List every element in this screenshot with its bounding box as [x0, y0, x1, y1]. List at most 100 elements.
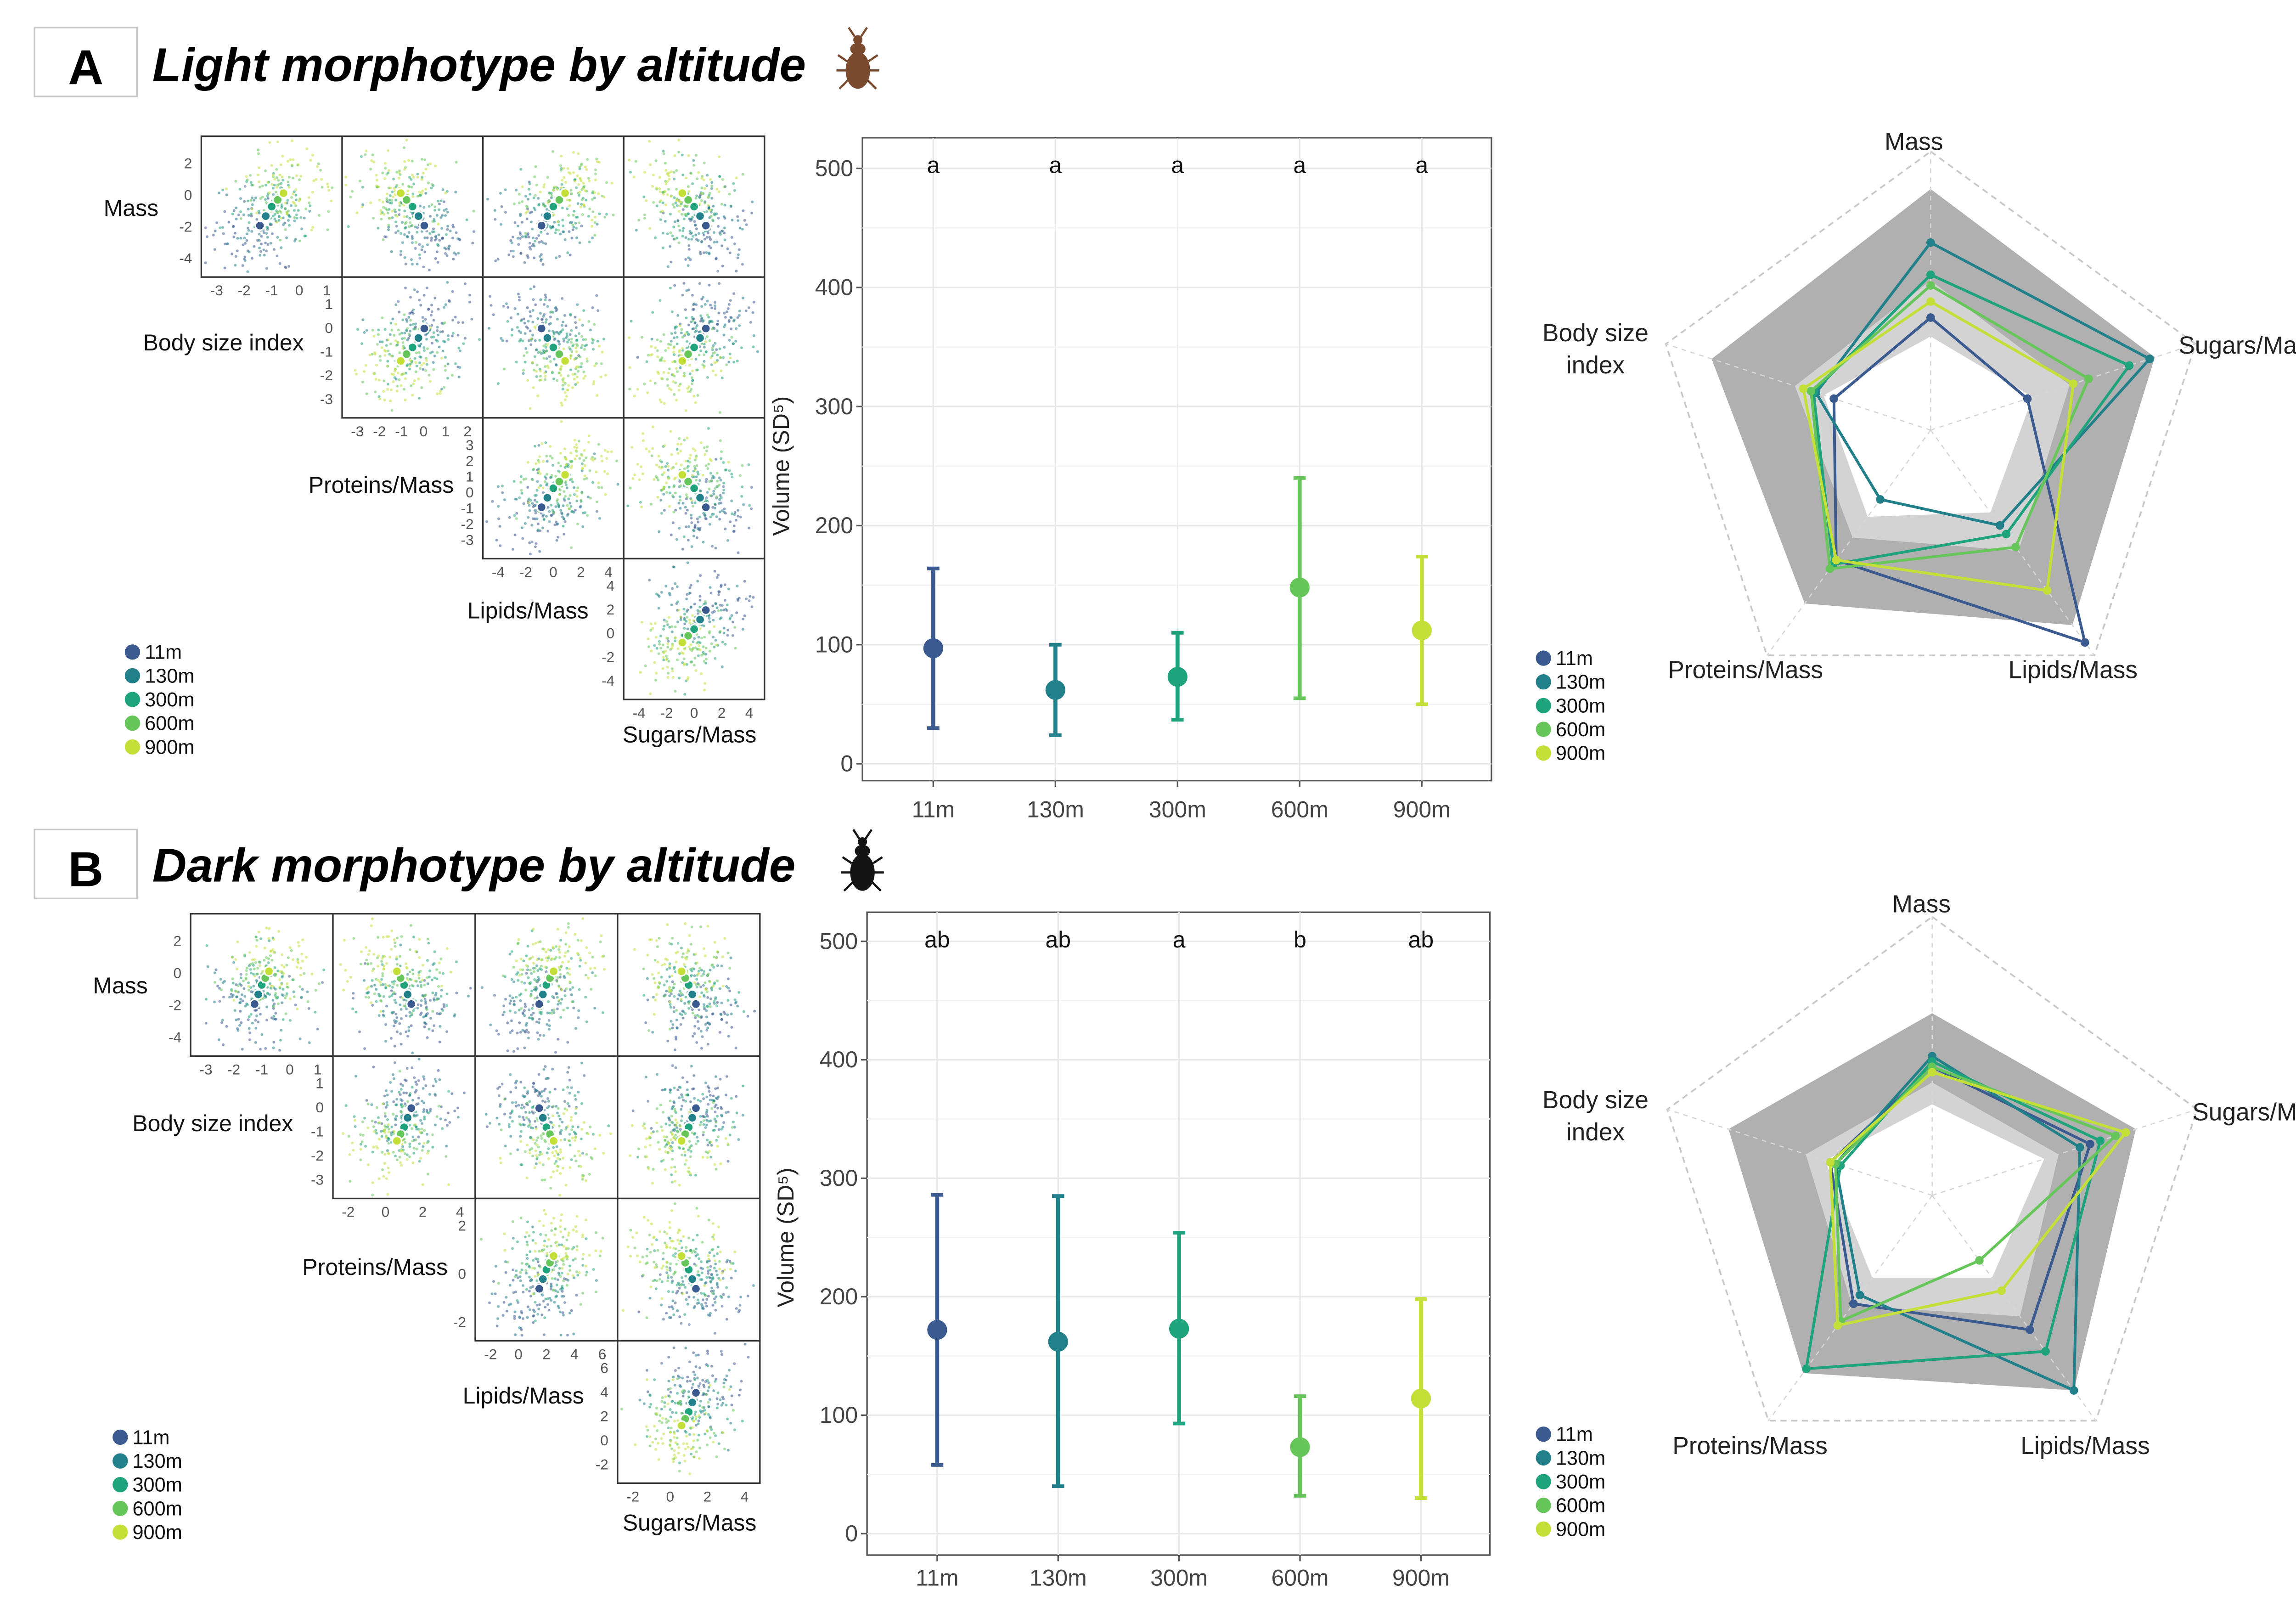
- pairs-point: [562, 321, 565, 324]
- pairs-point: [416, 231, 419, 234]
- pairs-point: [675, 1026, 679, 1030]
- pairs-point: [664, 649, 667, 653]
- pairs-point: [595, 294, 598, 297]
- pairs-point: [708, 620, 711, 623]
- pairs-point: [298, 1037, 302, 1040]
- pairs-point: [699, 925, 702, 928]
- pairs-point: [373, 983, 377, 987]
- pairs-point: [393, 938, 396, 941]
- pairs-point: [734, 339, 737, 343]
- pairs-point: [568, 1144, 572, 1147]
- pairs-point: [662, 192, 665, 196]
- pairs-point: [406, 235, 409, 238]
- pairs-point: [386, 1104, 389, 1107]
- pairs-point: [563, 447, 566, 451]
- pairs-point: [574, 321, 577, 324]
- pairs-point: [555, 539, 558, 542]
- pairs-point: [408, 225, 411, 228]
- pairs-point: [711, 352, 715, 355]
- pairs-point: [650, 502, 653, 506]
- pairs-point: [727, 361, 731, 364]
- pairs-point: [670, 310, 674, 313]
- pairs-point: [729, 299, 732, 302]
- pairs-point: [390, 1090, 393, 1093]
- pairs-point: [387, 338, 390, 341]
- pairs-point: [535, 1089, 538, 1092]
- pairs-point: [248, 1015, 251, 1018]
- pairs-point: [563, 398, 567, 401]
- pairs-centroid-900m: [676, 966, 687, 977]
- pairs-point: [711, 218, 714, 221]
- pairs-point: [428, 232, 432, 235]
- pairs-point: [704, 464, 708, 468]
- pairs-point: [397, 328, 400, 332]
- pairs-point: [491, 500, 494, 503]
- pairs-point: [422, 995, 425, 998]
- pairs-point: [690, 172, 693, 175]
- pairs-point: [212, 233, 215, 237]
- pairs-point: [379, 983, 383, 987]
- pairs-point: [669, 231, 672, 234]
- pairs-point: [450, 334, 454, 338]
- pairs-point: [234, 180, 237, 183]
- pairs-point: [726, 977, 730, 981]
- pairs-centroid-900m: [548, 966, 559, 977]
- pairs-point: [265, 249, 268, 253]
- pairs-point: [549, 360, 552, 363]
- pairs-point: [683, 618, 686, 621]
- pairs-point: [580, 939, 583, 942]
- pairs-point: [388, 216, 391, 220]
- pairs-centroid-900m: [395, 355, 406, 366]
- pairs-point: [238, 187, 242, 191]
- pairs-point: [262, 231, 265, 234]
- pairs-point: [417, 1135, 420, 1139]
- pairs-point: [719, 630, 722, 633]
- pairs-centroid-900m: [559, 187, 571, 199]
- pairs-point: [405, 1079, 408, 1082]
- pairs-point: [679, 450, 682, 453]
- pairs-point: [703, 682, 707, 685]
- pairs-point: [551, 1012, 554, 1015]
- pairs-point: [400, 1017, 403, 1020]
- pairs-point: [385, 1004, 388, 1008]
- pairs-point: [696, 961, 699, 964]
- pairs-point: [432, 368, 435, 371]
- pairs-point: [532, 368, 535, 372]
- pairs-point: [434, 257, 437, 260]
- pairs-point: [718, 282, 721, 285]
- pairs-point: [213, 971, 216, 975]
- pairs-point: [711, 327, 714, 331]
- pairs-point: [399, 1003, 402, 1006]
- pairs-point: [596, 339, 599, 343]
- pairs-point: [538, 1092, 541, 1095]
- pairs-point: [546, 176, 549, 179]
- pairs-point: [411, 195, 415, 198]
- pairs-point: [534, 512, 537, 515]
- pairs-point: [680, 328, 683, 331]
- pairs-point: [443, 386, 446, 389]
- pairs-point: [543, 480, 546, 483]
- pairs-point: [576, 939, 580, 942]
- pairs-point: [371, 328, 374, 332]
- pairs-point: [576, 215, 579, 219]
- pairs-point: [383, 379, 386, 383]
- pairs-point: [559, 1002, 562, 1005]
- pairs-point: [708, 320, 711, 323]
- pairs-point: [708, 630, 711, 633]
- pairs-point: [706, 1004, 709, 1008]
- pairs-point: [705, 1015, 708, 1019]
- pairs-point: [566, 1071, 569, 1074]
- pairs-point: [593, 364, 597, 367]
- pairs-point: [542, 344, 546, 348]
- pairs-point: [266, 197, 270, 200]
- pairs-point: [662, 493, 665, 496]
- pairs-point: [388, 995, 391, 998]
- pairs-point: [347, 225, 350, 228]
- pairs-point: [664, 203, 667, 206]
- pairs-point: [717, 593, 720, 596]
- pairs-x-tick-label: 0: [295, 282, 304, 299]
- pairs-point: [395, 184, 399, 187]
- pairs-point: [629, 486, 632, 490]
- pairs-point: [515, 1080, 518, 1083]
